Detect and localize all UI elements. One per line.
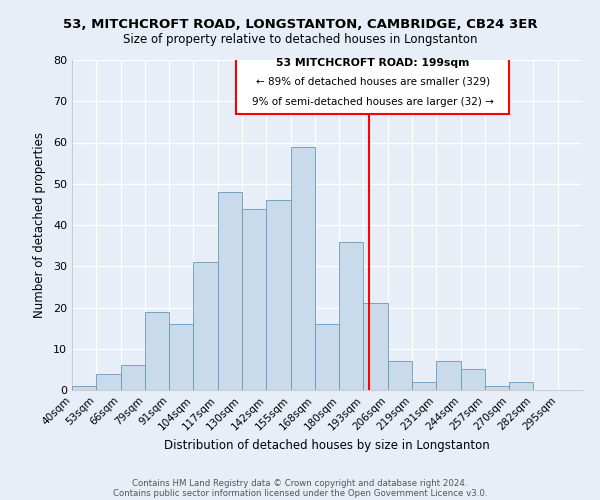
Bar: [169, 324, 193, 390]
Bar: [509, 382, 533, 390]
Bar: [193, 262, 218, 390]
X-axis label: Distribution of detached houses by size in Longstanton: Distribution of detached houses by size …: [164, 438, 490, 452]
Bar: [72, 386, 96, 390]
Text: ← 89% of detached houses are smaller (329): ← 89% of detached houses are smaller (32…: [256, 77, 490, 87]
Bar: [412, 382, 436, 390]
Text: 53 MITCHCROFT ROAD: 199sqm: 53 MITCHCROFT ROAD: 199sqm: [276, 58, 469, 68]
Text: Contains HM Land Registry data © Crown copyright and database right 2024.: Contains HM Land Registry data © Crown c…: [132, 478, 468, 488]
Bar: [315, 324, 339, 390]
Bar: [218, 192, 242, 390]
Bar: [339, 242, 364, 390]
Bar: [96, 374, 121, 390]
Bar: [485, 386, 509, 390]
Bar: [145, 312, 169, 390]
Text: Contains public sector information licensed under the Open Government Licence v3: Contains public sector information licen…: [113, 488, 487, 498]
Bar: [436, 361, 461, 390]
Bar: [266, 200, 290, 390]
Text: Size of property relative to detached houses in Longstanton: Size of property relative to detached ho…: [123, 32, 477, 46]
Bar: [242, 208, 266, 390]
Bar: [364, 304, 388, 390]
FancyBboxPatch shape: [236, 52, 509, 114]
Bar: [121, 365, 145, 390]
Y-axis label: Number of detached properties: Number of detached properties: [33, 132, 46, 318]
Bar: [388, 361, 412, 390]
Text: 53, MITCHCROFT ROAD, LONGSTANTON, CAMBRIDGE, CB24 3ER: 53, MITCHCROFT ROAD, LONGSTANTON, CAMBRI…: [62, 18, 538, 30]
Text: 9% of semi-detached houses are larger (32) →: 9% of semi-detached houses are larger (3…: [252, 98, 494, 108]
Bar: [461, 370, 485, 390]
Bar: [290, 146, 315, 390]
